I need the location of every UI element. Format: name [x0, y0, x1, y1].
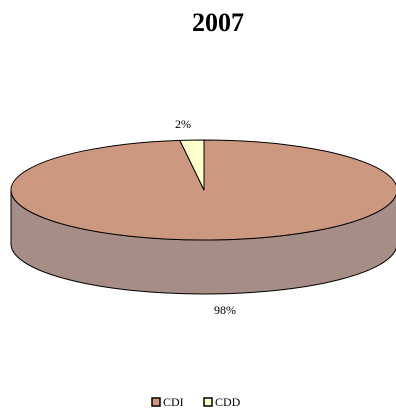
data-label-cdd: 2%: [175, 117, 191, 131]
pie-slice-cdd: [179, 139, 205, 191]
data-labels: 98% 2%: [175, 117, 236, 317]
legend: CDI CDD: [151, 395, 241, 409]
legend-label-cdi: CDI: [163, 395, 184, 409]
legend-label-cdd: CDD: [215, 395, 241, 409]
pie-group: [10, 139, 396, 295]
chart-title: 2007: [192, 8, 244, 37]
legend-swatch-cdd: [203, 397, 213, 407]
data-label-cdi: 98%: [214, 303, 236, 317]
legend-swatch-cdi: [151, 397, 161, 407]
